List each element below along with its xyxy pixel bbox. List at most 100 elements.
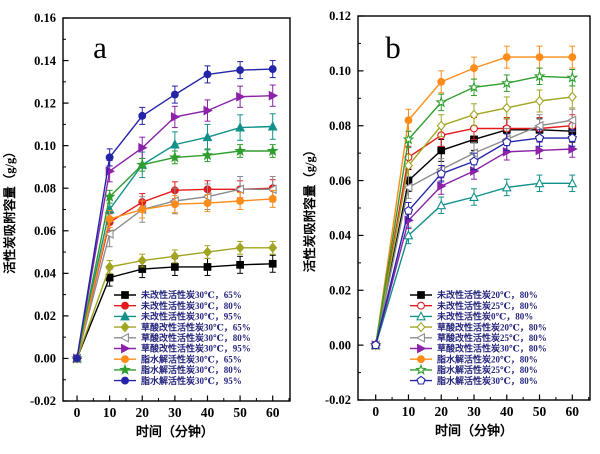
legend: 未改性活性炭20℃，80%未改性活性炭25℃，80%未改性活性炭0℃，80%草酸…	[410, 289, 547, 386]
circle-marker	[203, 70, 212, 79]
y-tick-label: -0.02	[325, 393, 351, 407]
triangle-right-marker	[236, 91, 246, 102]
y-tick-label: 0.12	[34, 96, 56, 110]
triangle-up-marker	[436, 199, 447, 210]
triangle-right-marker	[417, 343, 427, 354]
triangle-right-marker	[268, 90, 279, 101]
triangle-left-marker	[403, 182, 413, 193]
diamond-marker	[120, 321, 130, 333]
y-tick-label: 0.02	[34, 309, 56, 323]
triangle-up-marker	[567, 177, 578, 188]
y-tick-label: 0.00	[329, 338, 351, 352]
pentagon-marker	[416, 375, 426, 385]
series	[369, 67, 579, 351]
pentagon-marker	[567, 133, 577, 143]
legend-label: 未改性活性炭20℃，80%	[436, 289, 538, 300]
legend-item: 脂水解活性炭30℃，95%	[114, 375, 242, 386]
pentagon-marker	[371, 340, 381, 350]
x-axis-title: 时间（分钟）	[435, 423, 513, 438]
diamond-marker	[170, 251, 180, 262]
circle-marker	[170, 90, 179, 99]
x-tick-label: 20	[434, 404, 448, 419]
x-tick-label: 60	[266, 405, 280, 420]
square-marker	[121, 291, 129, 299]
circle-marker	[535, 53, 544, 62]
circle-marker	[470, 64, 478, 73]
legend-item: 脂水解活性炭30℃，80%	[410, 375, 538, 386]
x-tick-label: 40	[500, 404, 514, 419]
legend-item: 未改性活性炭30℃，65%	[114, 289, 242, 300]
triangle-up-marker	[534, 177, 545, 188]
star-marker	[234, 144, 246, 157]
legend-label: 草酸改性活性炭30℃，80%	[141, 332, 251, 343]
diamond-marker	[403, 160, 413, 171]
legend-item: 未改性活性炭30℃，80%	[114, 300, 242, 311]
legend-label: 脂水解活性炭30℃，80%	[140, 364, 242, 375]
circle-marker	[236, 197, 245, 205]
star-marker	[119, 363, 131, 375]
legend-item: 未改性活性炭20℃，80%	[410, 289, 538, 300]
diamond-marker	[502, 102, 512, 114]
y-tick-label: 0.08	[34, 181, 56, 195]
diamond-marker	[567, 91, 577, 103]
legend-item: 草酸改性活性炭30℃，80%	[114, 332, 251, 343]
x-tick-label: 30	[168, 405, 182, 420]
triangle-right-marker	[138, 142, 148, 153]
series	[371, 129, 577, 350]
y-tick-label: 0.10	[329, 64, 351, 78]
triangle-up-marker	[501, 182, 512, 192]
square-marker	[268, 259, 277, 268]
triangle-right-marker	[121, 343, 131, 354]
y-tick-label: 0.06	[34, 224, 56, 238]
square-marker	[203, 263, 212, 271]
diamond-marker	[436, 120, 446, 131]
diamond-marker	[137, 255, 147, 266]
legend-item: 未改性活性炭30℃，95%	[114, 311, 242, 322]
y-tick-label: 0.04	[329, 229, 352, 243]
legend-item: 草酸改性活性炭20℃，80%	[410, 321, 547, 333]
star-marker	[266, 144, 279, 157]
legend-item: 脂水解活性炭20℃，80%	[410, 353, 538, 364]
diamond-marker	[416, 321, 426, 333]
legend-item: 未改性活性炭0℃，80%	[410, 311, 533, 322]
diamond-marker	[268, 242, 278, 254]
legend-label: 未改性活性炭30℃，65%	[140, 289, 242, 300]
diamond-marker	[105, 261, 115, 273]
x-tick-label: 50	[533, 404, 547, 419]
legend-label: 脂水解活性炭30℃，80%	[436, 375, 538, 386]
circle-marker	[73, 354, 81, 363]
star-marker	[435, 96, 448, 108]
y-tick-label: 0.12	[329, 9, 351, 23]
legend-label: 草酸改性活性炭20℃，80%	[437, 321, 547, 332]
circle-marker	[268, 194, 277, 203]
y-tick-label: 0.00	[34, 352, 56, 366]
circle-marker	[268, 65, 277, 74]
legend-item: 未改性活性炭25℃，80%	[410, 300, 538, 311]
triangle-up-marker	[120, 311, 130, 321]
circle-marker	[121, 301, 129, 310]
circle-marker	[121, 355, 129, 364]
series	[71, 144, 279, 364]
star-marker	[533, 70, 546, 82]
triangle-right-marker	[170, 112, 181, 122]
circle-marker	[121, 376, 129, 385]
y-tick-label: 0.04	[34, 267, 57, 281]
circle-marker	[138, 111, 147, 120]
legend-label: 脂水解活性炭30℃，65%	[140, 353, 242, 364]
triangle-right-marker	[437, 181, 447, 191]
x-tick-label: 0	[372, 404, 379, 419]
circle-marker	[437, 77, 446, 86]
panel-a: -0.02 0.00 0.02 0.04 0.06 0.08 0.10 0.12 0.14 0.1…	[2, 11, 291, 439]
series	[73, 254, 277, 363]
y-tick-label: 0.06	[329, 174, 351, 188]
triangle-left-marker	[234, 184, 245, 195]
diamond-marker	[535, 95, 545, 107]
x-tick-label: 20	[136, 405, 150, 420]
star-marker	[136, 158, 149, 170]
circle-marker	[236, 66, 245, 75]
triangle-up-marker	[416, 311, 426, 321]
x-tick-label: 30	[467, 404, 481, 419]
square-marker	[417, 291, 425, 299]
legend-label: 草酸改性活性炭25℃，80%	[437, 332, 547, 343]
